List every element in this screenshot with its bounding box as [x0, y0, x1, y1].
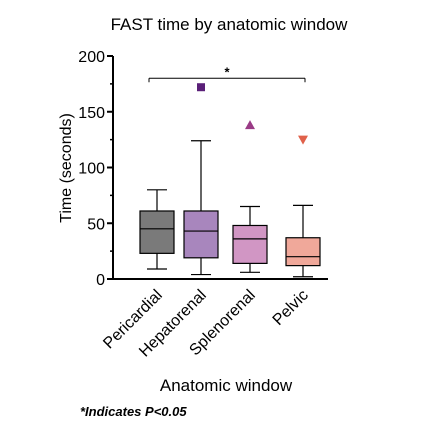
- box-pericardial: [139, 189, 175, 270]
- y-tick-label: 50: [87, 216, 105, 233]
- significance-bracket: *: [148, 64, 306, 83]
- box-hepatorenal: [183, 83, 219, 276]
- outlier-triangle-up: [245, 120, 255, 130]
- outlier-triangle-down: [298, 135, 308, 145]
- box-pelvic: [285, 135, 321, 278]
- box-iqr: [139, 210, 175, 254]
- chart-title: FAST time by anatomic window: [111, 15, 349, 34]
- significance-star: *: [224, 64, 230, 79]
- box-iqr: [232, 224, 268, 264]
- box-iqr: [183, 210, 219, 259]
- y-tick-label: 100: [78, 161, 105, 178]
- outlier-square: [197, 83, 205, 92]
- y-tick-label: 200: [78, 49, 105, 66]
- y-axis-label: Time (seconds): [58, 113, 75, 223]
- y-tick-label: 0: [96, 272, 105, 289]
- box-splenorenal: [232, 120, 268, 273]
- axes: 0 50 100 150 200: [78, 49, 328, 289]
- x-axis-label: Anatomic window: [160, 376, 293, 395]
- y-tick-label: 150: [78, 105, 105, 122]
- x-tick-label: Pelvic: [270, 287, 312, 329]
- footnote: *Indicates P<0.05: [80, 404, 187, 419]
- box-iqr: [285, 237, 321, 267]
